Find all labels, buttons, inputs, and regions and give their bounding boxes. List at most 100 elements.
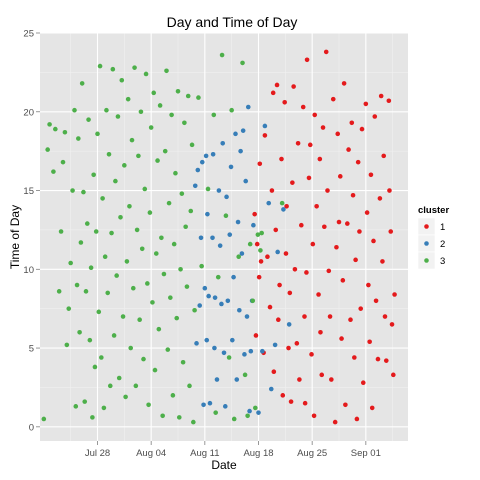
data-point — [142, 186, 148, 192]
data-point — [304, 57, 310, 63]
data-point — [100, 196, 105, 201]
data-point — [133, 383, 139, 389]
data-point — [386, 98, 392, 104]
legend-marker — [424, 258, 429, 263]
data-point — [129, 137, 135, 143]
data-point — [274, 82, 280, 88]
data-point — [111, 333, 117, 338]
data-point — [201, 402, 206, 408]
legend-marker — [424, 241, 429, 246]
data-point — [93, 229, 99, 234]
data-point — [211, 112, 217, 118]
data-point — [60, 159, 66, 165]
data-point — [155, 158, 160, 163]
legend-title: cluster — [418, 205, 449, 216]
data-point — [221, 350, 227, 356]
chart-title: Day and Time of Day — [167, 14, 298, 30]
data-point — [281, 207, 286, 212]
data-point — [191, 419, 196, 425]
data-point — [81, 189, 86, 195]
data-point — [124, 259, 130, 264]
data-point — [282, 100, 287, 105]
data-point — [162, 148, 168, 154]
data-point — [310, 241, 316, 247]
data-point — [99, 355, 104, 360]
data-point — [175, 88, 181, 94]
data-point — [237, 307, 242, 313]
y-tick-label: 10 — [23, 265, 34, 276]
data-point — [150, 300, 155, 305]
data-point — [147, 210, 153, 215]
data-point — [258, 248, 263, 253]
data-point — [127, 203, 132, 209]
data-point — [322, 224, 327, 230]
data-point — [228, 164, 234, 170]
data-point — [299, 222, 304, 228]
data-point — [64, 342, 70, 348]
data-point — [224, 194, 229, 200]
data-point — [203, 153, 209, 159]
data-point — [123, 394, 128, 400]
data-point — [346, 147, 351, 152]
data-point — [391, 372, 396, 378]
data-point — [152, 367, 158, 373]
data-point — [160, 413, 165, 419]
legend-marker — [424, 224, 429, 229]
data-point — [58, 229, 64, 234]
data-point — [178, 266, 183, 272]
data-point — [245, 104, 251, 110]
data-point — [266, 200, 272, 206]
data-point — [134, 227, 140, 233]
data-point — [392, 292, 397, 297]
data-point — [240, 128, 246, 133]
data-point — [56, 289, 62, 294]
data-point — [74, 282, 80, 288]
data-point — [141, 356, 146, 362]
data-point — [300, 104, 306, 110]
data-point — [258, 259, 264, 264]
data-point — [229, 107, 234, 113]
data-point — [139, 246, 145, 252]
data-point — [248, 348, 254, 354]
data-point — [102, 254, 108, 259]
data-point — [349, 120, 355, 126]
data-point — [366, 282, 371, 288]
data-point — [212, 345, 217, 351]
data-point — [253, 333, 259, 338]
data-point — [223, 213, 229, 219]
data-point — [216, 188, 222, 193]
data-point — [358, 306, 364, 311]
legend-items: 1 2 3 — [417, 217, 445, 270]
data-point — [205, 211, 210, 217]
y-axis: 0 5 10 15 20 25 — [23, 29, 40, 433]
data-points — [41, 49, 397, 425]
data-point — [345, 221, 350, 226]
data-point — [161, 271, 167, 277]
data-point — [165, 347, 171, 352]
data-point — [219, 52, 225, 58]
data-point — [236, 254, 241, 259]
data-point — [332, 419, 338, 425]
data-point — [286, 345, 291, 351]
data-point — [262, 133, 268, 138]
data-point — [113, 178, 118, 184]
data-point — [106, 152, 112, 157]
data-point — [234, 377, 240, 382]
data-point — [195, 167, 201, 173]
data-point — [206, 293, 211, 299]
data-point — [276, 317, 281, 323]
data-point — [330, 96, 336, 102]
data-point — [353, 257, 358, 263]
data-point — [314, 203, 319, 209]
data-point — [210, 235, 215, 241]
data-point — [168, 295, 173, 300]
data-point — [183, 224, 188, 230]
data-point — [125, 96, 131, 102]
y-tick-label: 15 — [23, 186, 34, 197]
data-point — [219, 301, 224, 307]
series-2 — [192, 104, 292, 415]
data-point — [383, 358, 389, 363]
data-point — [214, 377, 220, 382]
data-point — [288, 399, 294, 404]
